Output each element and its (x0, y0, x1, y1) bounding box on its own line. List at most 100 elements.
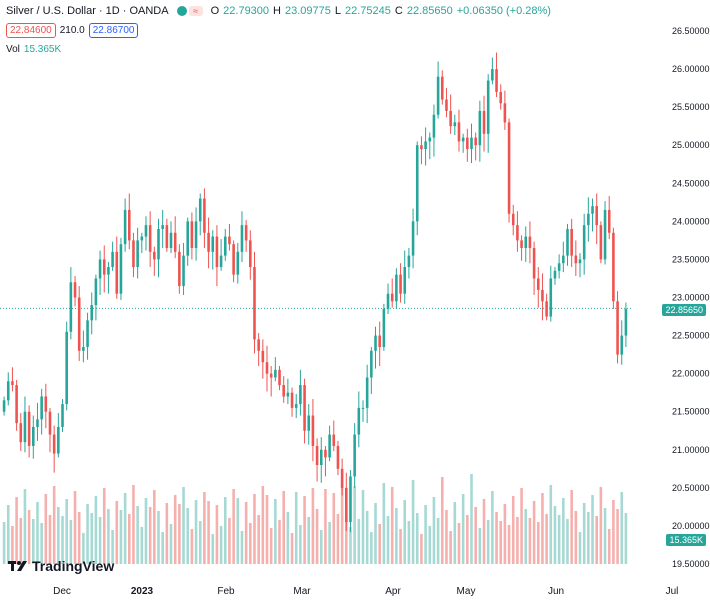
volume-bar (173, 495, 177, 564)
volume-bar (620, 492, 624, 564)
candle (591, 198, 594, 232)
volume-bar (582, 503, 586, 564)
price-tick-label: 22.00000 (672, 369, 710, 379)
candle (578, 253, 582, 278)
time-tick-label: Dec (53, 586, 71, 597)
volume-bar (440, 477, 444, 564)
candle (382, 303, 386, 351)
candle (2, 396, 6, 416)
candle (132, 232, 135, 278)
high-value: 23.09775 (285, 5, 331, 17)
price-tick-label: 24.50000 (672, 178, 710, 188)
price-tick-label: 25.50000 (672, 102, 710, 112)
volume-bar (365, 511, 369, 564)
candle (232, 240, 235, 283)
candle (48, 407, 52, 453)
volume-bar (102, 488, 106, 564)
candle (148, 211, 152, 268)
candle (261, 339, 265, 379)
time-tick-label: May (457, 586, 476, 597)
volume-bar (361, 490, 365, 564)
candle (57, 412, 60, 458)
volume-value: 15.365K (23, 44, 62, 55)
volume-bar (119, 510, 123, 564)
candle (278, 366, 281, 391)
candle (370, 346, 373, 394)
buy-button[interactable]: 22.86700 (88, 23, 139, 38)
candle (507, 118, 511, 223)
volume-bar (574, 511, 578, 564)
candle (574, 240, 578, 276)
volume-bar (315, 509, 319, 564)
candle (395, 268, 398, 309)
candle (86, 312, 89, 360)
volume-bar (32, 519, 35, 564)
symbol-title[interactable]: Silver / U.S. Dollar · 1D · OANDA (6, 5, 169, 17)
candle (315, 438, 319, 482)
candle (303, 378, 306, 444)
volume-bar (345, 506, 348, 564)
candle (511, 204, 515, 236)
volume-bar (311, 488, 315, 564)
volume-bar (140, 527, 144, 564)
candle (244, 220, 248, 252)
volume-bar (98, 517, 102, 564)
volume-label: Vol (6, 44, 20, 55)
volume-bar (123, 493, 127, 564)
volume-bar (244, 502, 248, 564)
volume-bar (474, 507, 477, 564)
candle (144, 216, 148, 251)
time-axis[interactable]: Dec 2023 Feb Mar Apr May Jun Jul (53, 586, 678, 597)
candle (486, 74, 490, 153)
candle (290, 387, 294, 417)
volume-bar (624, 513, 628, 564)
market-status-icon[interactable] (176, 6, 187, 16)
volume-bar (403, 500, 407, 564)
volume-bar (153, 490, 156, 564)
volume-bar (466, 515, 469, 564)
candle (36, 402, 39, 441)
candle (582, 213, 586, 275)
volume-bar (127, 514, 131, 564)
tradingview-logo[interactable]: TradingView (8, 558, 114, 574)
volume-bar (211, 534, 215, 564)
candle (69, 267, 73, 340)
bid-ask-row: 22.84600 210.0 22.86700 (6, 23, 139, 38)
tradingview-logo-icon (8, 561, 27, 571)
candle (495, 52, 498, 97)
volume-bar (603, 508, 607, 564)
volume-bar (215, 505, 219, 564)
volume-bar (73, 491, 77, 564)
candle (353, 423, 356, 488)
volume-bar (491, 491, 494, 564)
candle (474, 132, 477, 161)
volume-bar (194, 500, 198, 564)
sell-button[interactable]: 22.84600 (6, 23, 56, 38)
candle (73, 275, 77, 307)
compare-icon[interactable]: ≈ (188, 6, 203, 16)
candle (603, 201, 607, 265)
volume-bar (553, 506, 557, 564)
volume-bar (136, 506, 139, 564)
candle (557, 254, 561, 279)
candle (607, 195, 611, 240)
price-axis[interactable]: 26.50000 26.00000 25.50000 25.00000 24.50000… (672, 26, 710, 569)
volume-bar (499, 521, 503, 564)
candle (336, 440, 340, 476)
candle (194, 207, 198, 261)
volume-bar (595, 516, 598, 564)
volume-bar (299, 525, 302, 564)
candle (165, 218, 169, 252)
volume-bar (90, 513, 94, 564)
candle (365, 364, 369, 424)
volume-bar (269, 528, 273, 564)
candle (173, 216, 177, 259)
candle (524, 226, 528, 262)
candle (286, 378, 290, 405)
volume-bar (566, 519, 569, 564)
candle (536, 267, 540, 308)
volume-bar (528, 518, 532, 564)
candle (198, 193, 202, 236)
candle (324, 445, 327, 477)
